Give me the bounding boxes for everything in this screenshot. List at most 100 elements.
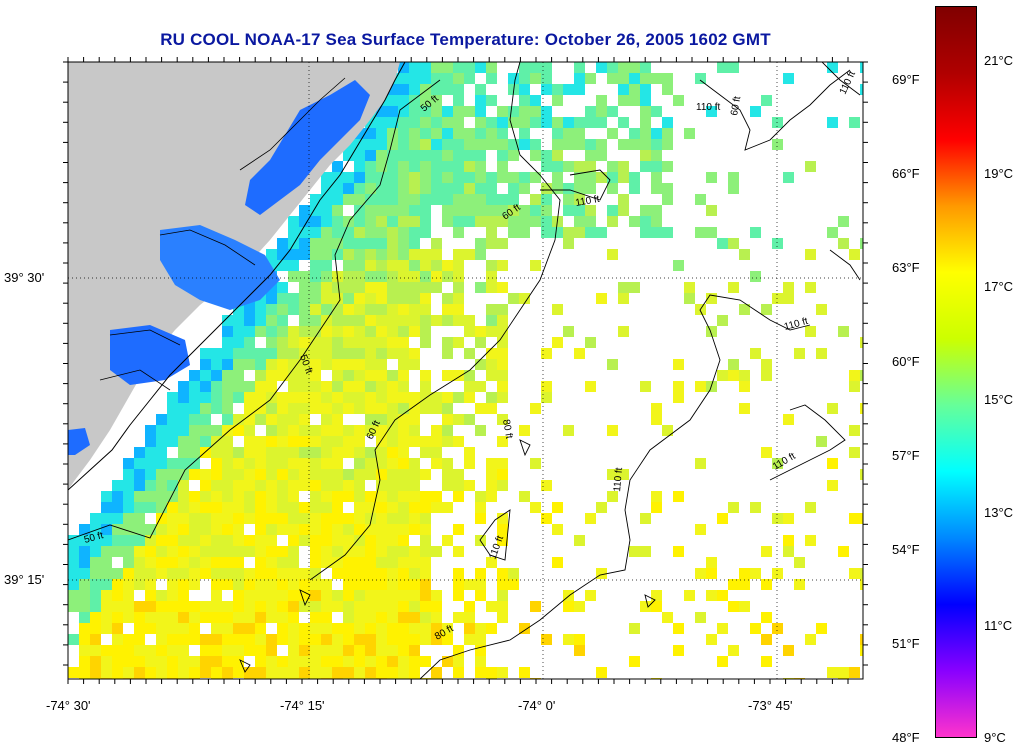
sst-pixel bbox=[398, 260, 409, 271]
sst-pixel bbox=[409, 634, 420, 645]
sst-pixel bbox=[376, 205, 387, 216]
sst-pixel bbox=[233, 601, 244, 612]
sst-pixel bbox=[354, 216, 365, 227]
sst-pixel bbox=[354, 425, 365, 436]
sst-pixel bbox=[398, 73, 409, 84]
sst-pixel bbox=[409, 293, 420, 304]
sst-pixel bbox=[497, 579, 508, 590]
sst-pixel bbox=[277, 326, 288, 337]
sst-pixel bbox=[453, 84, 464, 95]
sst-pixel bbox=[563, 128, 574, 139]
sst-pixel bbox=[387, 414, 398, 425]
sst-pixel bbox=[431, 106, 442, 117]
sst-pixel bbox=[376, 656, 387, 667]
sst-pixel bbox=[79, 535, 90, 546]
sst-pixel bbox=[475, 579, 486, 590]
sst-pixel bbox=[332, 392, 343, 403]
sst-pixel bbox=[332, 359, 343, 370]
sst-pixel bbox=[288, 546, 299, 557]
sst-pixel bbox=[783, 645, 794, 656]
sst-pixel bbox=[860, 634, 863, 645]
f-label: 69°F bbox=[892, 72, 920, 87]
sst-pixel bbox=[79, 678, 90, 679]
sst-pixel bbox=[79, 656, 90, 667]
sst-pixel bbox=[321, 293, 332, 304]
sst-pixel bbox=[662, 84, 673, 95]
sst-pixel bbox=[541, 106, 552, 117]
sst-pixel bbox=[651, 227, 662, 238]
sst-pixel bbox=[68, 667, 79, 678]
sst-pixel bbox=[343, 403, 354, 414]
sst-pixel bbox=[354, 436, 365, 447]
sst-pixel bbox=[233, 491, 244, 502]
sst-pixel bbox=[233, 348, 244, 359]
sst-pixel bbox=[486, 62, 497, 73]
sst-pixel bbox=[497, 590, 508, 601]
sst-pixel bbox=[387, 238, 398, 249]
sst-pixel bbox=[519, 667, 530, 678]
sst-pixel bbox=[365, 557, 376, 568]
sst-pixel bbox=[398, 425, 409, 436]
sst-pixel bbox=[244, 425, 255, 436]
sst-pixel bbox=[420, 612, 431, 623]
sst-pixel bbox=[486, 117, 497, 128]
sst-pixel bbox=[134, 678, 145, 679]
sst-pixel bbox=[387, 623, 398, 634]
sst-pixel bbox=[343, 227, 354, 238]
sst-pixel bbox=[420, 172, 431, 183]
sst-pixel bbox=[321, 304, 332, 315]
sst-pixel bbox=[277, 601, 288, 612]
sst-pixel bbox=[343, 260, 354, 271]
sst-pixel bbox=[211, 403, 222, 414]
sst-pixel bbox=[167, 458, 178, 469]
sst-pixel bbox=[387, 678, 398, 679]
sst-pixel bbox=[332, 326, 343, 337]
sst-pixel bbox=[277, 238, 288, 249]
sst-pixel bbox=[629, 623, 640, 634]
sst-pixel bbox=[387, 84, 398, 95]
sst-pixel bbox=[629, 546, 640, 557]
sst-pixel bbox=[530, 172, 541, 183]
sst-pixel bbox=[464, 183, 475, 194]
sst-pixel bbox=[497, 337, 508, 348]
sst-pixel bbox=[189, 491, 200, 502]
sst-pixel bbox=[475, 95, 486, 106]
sst-pixel bbox=[90, 568, 101, 579]
sst-pixel bbox=[376, 469, 387, 480]
sst-pixel bbox=[266, 557, 277, 568]
sst-pixel bbox=[321, 227, 332, 238]
sst-pixel bbox=[288, 491, 299, 502]
sst-pixel bbox=[607, 161, 618, 172]
sst-pixel bbox=[189, 557, 200, 568]
sst-pixel bbox=[244, 403, 255, 414]
sst-pixel bbox=[288, 557, 299, 568]
sst-pixel bbox=[134, 447, 145, 458]
sst-pixel bbox=[244, 359, 255, 370]
sst-pixel bbox=[288, 304, 299, 315]
sst-pixel bbox=[365, 535, 376, 546]
sst-pixel bbox=[541, 150, 552, 161]
sst-pixel bbox=[299, 392, 310, 403]
sst-pixel bbox=[486, 491, 497, 502]
sst-pixel bbox=[431, 447, 442, 458]
sst-pixel bbox=[442, 84, 453, 95]
sst-pixel bbox=[101, 656, 112, 667]
sst-pixel bbox=[200, 656, 211, 667]
sst-pixel bbox=[288, 667, 299, 678]
sst-pixel bbox=[376, 150, 387, 161]
sst-pixel bbox=[376, 238, 387, 249]
sst-pixel bbox=[244, 513, 255, 524]
sst-pixel bbox=[255, 315, 266, 326]
sst-pixel bbox=[277, 513, 288, 524]
sst-pixel bbox=[123, 458, 134, 469]
sst-pixel bbox=[453, 95, 464, 106]
sst-pixel bbox=[112, 656, 123, 667]
sst-pixel bbox=[244, 469, 255, 480]
sst-pixel bbox=[486, 348, 497, 359]
sst-pixel bbox=[453, 590, 464, 601]
sst-pixel bbox=[233, 414, 244, 425]
sst-pixel bbox=[343, 579, 354, 590]
sst-pixel bbox=[244, 535, 255, 546]
sst-pixel bbox=[299, 656, 310, 667]
sst-pixel bbox=[640, 150, 651, 161]
